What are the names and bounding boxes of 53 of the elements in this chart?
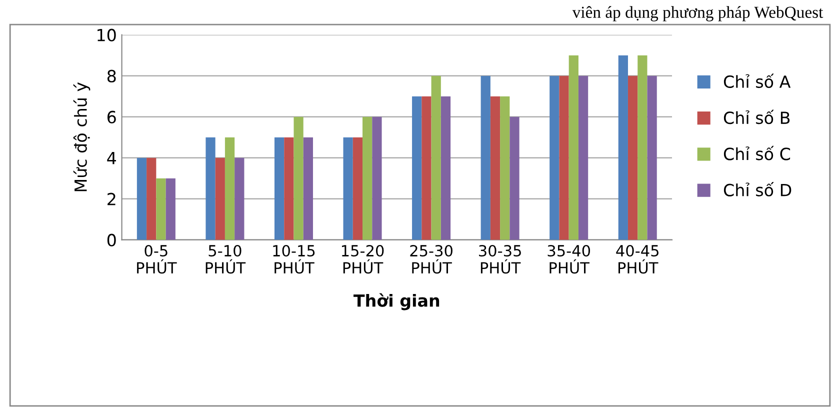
legend-label: Chỉ số B — [724, 110, 790, 124]
x-tick-label: 5-10 PHÚT — [206, 244, 246, 274]
x-tick-label: 0-5 PHÚT — [137, 244, 177, 274]
bar — [215, 158, 225, 240]
bar — [647, 76, 657, 240]
y-tick-label: 0 — [107, 234, 116, 246]
text: viên áp dụng phương pháp WebQuest — [572, 6, 824, 22]
bar — [480, 76, 490, 240]
bar — [628, 76, 638, 240]
bar — [274, 137, 284, 240]
bar — [510, 116, 520, 240]
bar — [500, 96, 510, 240]
legend-label: Chỉ số C — [724, 146, 790, 160]
bar — [206, 137, 216, 240]
bar — [156, 178, 166, 240]
bar — [638, 55, 648, 240]
bar — [618, 55, 628, 240]
legend-label: Chỉ số A — [724, 74, 791, 88]
bar — [146, 158, 156, 240]
y-tick-label: 8 — [107, 70, 116, 82]
bar — [362, 116, 372, 240]
x-tick-label: 40-45 PHÚT — [616, 244, 658, 274]
bar — [303, 137, 313, 240]
bar — [136, 158, 147, 240]
bar — [234, 158, 244, 240]
bar — [372, 116, 382, 240]
bar — [578, 76, 588, 240]
y-tick-label: 4 — [107, 152, 116, 164]
bar — [559, 76, 569, 240]
bar — [412, 96, 422, 240]
bar — [490, 96, 500, 240]
bar — [294, 116, 304, 240]
bar — [568, 55, 578, 240]
bar — [343, 137, 353, 240]
bar — [440, 96, 451, 240]
y-tick-label: 6 — [108, 110, 116, 124]
bar — [166, 178, 176, 240]
x-tick-label: 30-35 PHÚT — [479, 244, 521, 274]
x-tick-label: 35-40 PHÚT — [548, 244, 590, 274]
bar — [422, 96, 432, 240]
bar — [224, 137, 235, 240]
x-tick-label: 25-30 PHÚT — [410, 244, 452, 274]
bar — [550, 76, 560, 240]
bar — [284, 137, 294, 240]
y-tick-label: 10 — [98, 28, 116, 42]
x-axis-title: Thời gian — [354, 293, 440, 310]
x-tick-label: 15-20 PHÚT — [342, 244, 384, 274]
y-axis-title: Mức độ chú ý — [73, 82, 90, 192]
bar — [431, 76, 441, 240]
y-tick-label: 2 — [108, 192, 116, 206]
x-tick-label: 10-15 PHÚT — [273, 244, 315, 274]
bar — [352, 137, 363, 240]
legend-label: Chỉ số D — [724, 182, 792, 196]
